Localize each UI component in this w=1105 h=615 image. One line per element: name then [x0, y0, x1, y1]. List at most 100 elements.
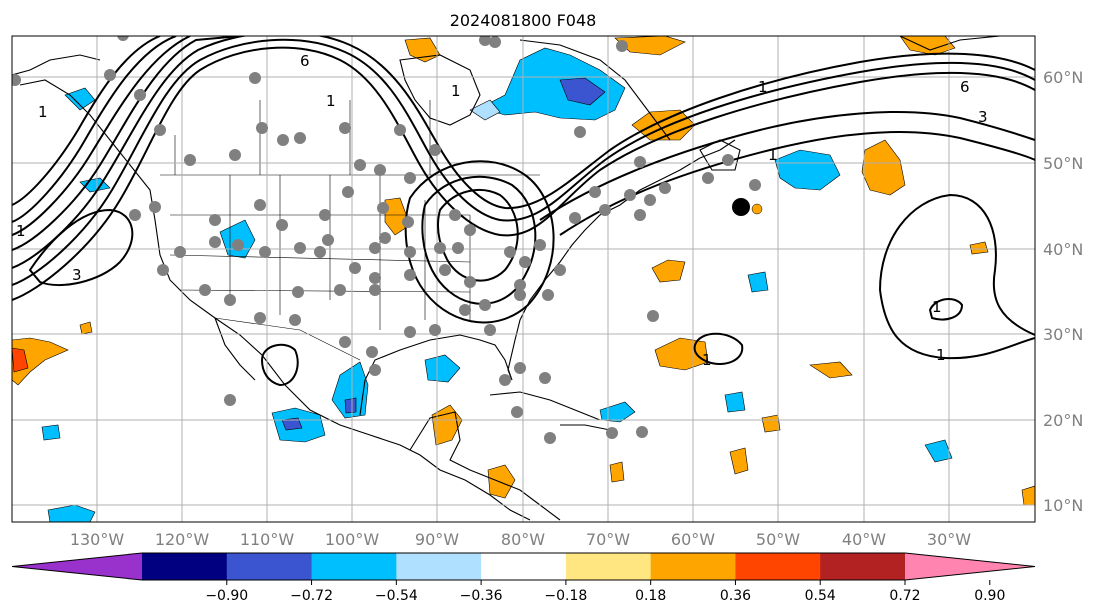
station-dot — [634, 156, 646, 168]
station-dot — [439, 264, 451, 276]
anomaly-atl-orange7 — [969, 241, 989, 255]
station-dot — [184, 154, 196, 166]
station-dot — [504, 246, 516, 258]
colorbar-swatch — [142, 553, 228, 580]
lat-label: 30°N — [1043, 325, 1083, 344]
station-dot — [349, 262, 361, 274]
anomaly-pacific-core — [281, 417, 303, 431]
station-dot — [149, 201, 161, 213]
anomaly-labrador-core — [559, 77, 606, 106]
station-dot — [369, 284, 381, 296]
station-dot — [12, 74, 21, 86]
anomaly-far-east — [1021, 485, 1035, 506]
station-dot — [209, 214, 221, 226]
colorbar-tick-label: −0.54 — [375, 588, 418, 604]
station-dot — [542, 289, 554, 301]
station-dot — [464, 224, 476, 236]
station-dot — [404, 326, 416, 338]
anomaly-atl-orange5 — [729, 447, 749, 475]
station-dot — [544, 432, 556, 444]
colorbar: −0.90 −0.72 −0.54 −0.36 −0.18 0.18 0.36 0.54 0.7… — [11, 552, 1036, 604]
station-dot — [339, 122, 351, 134]
colorbar-outline — [11, 552, 1036, 581]
lon-label: 130°W — [70, 530, 125, 549]
colorbar-tick-label: 0.54 — [805, 588, 836, 604]
anomaly-labrador-light — [469, 99, 501, 121]
anomaly-gulf-blue — [424, 354, 461, 383]
black-marker — [732, 198, 750, 216]
anomaly-atl-blue3 — [724, 391, 746, 413]
contours — [12, 36, 1035, 387]
station-dot — [292, 286, 304, 298]
station-dot — [404, 269, 416, 281]
station-dot — [606, 427, 618, 439]
station-dot — [229, 149, 241, 161]
station-dot — [659, 182, 671, 194]
contour-label: 1 — [702, 351, 712, 369]
anomaly-atl-blue4 — [599, 401, 636, 423]
station-dot — [404, 172, 416, 184]
contour-label: 1 — [758, 78, 768, 96]
lon-label: 50°W — [756, 530, 800, 549]
anomaly-yucatan — [431, 404, 463, 446]
colorbar-swatch — [226, 553, 313, 580]
station-dot — [369, 272, 381, 284]
station-dot — [354, 159, 366, 171]
station-dot — [377, 202, 389, 214]
contour-label: 1 — [16, 222, 26, 240]
station-dot — [449, 209, 461, 221]
colorbar-swatch — [565, 553, 652, 580]
station-dot — [254, 312, 266, 324]
station-dot — [644, 194, 656, 206]
lon-label: 40°W — [842, 530, 886, 549]
contour-label: 6 — [300, 52, 310, 70]
station-dot — [554, 264, 566, 276]
anomaly-atl-orange3 — [809, 361, 853, 379]
anomaly-north-atlantic — [861, 139, 906, 196]
station-dot — [479, 36, 491, 46]
station-dot — [256, 122, 268, 134]
station-dot — [394, 124, 406, 136]
anomaly-atlantic-blue — [774, 149, 841, 191]
anomaly-central-america — [487, 464, 516, 499]
station-dot — [254, 199, 266, 211]
station-dot — [224, 294, 236, 306]
station-dot — [104, 69, 116, 81]
station-dot — [369, 364, 381, 376]
orange-marker — [751, 203, 763, 215]
station-dot — [539, 372, 551, 384]
contour-label: 1 — [451, 82, 461, 100]
station-dot — [534, 239, 546, 251]
station-dot — [702, 172, 714, 184]
station-dot — [174, 246, 186, 258]
lon-label: 110°W — [240, 530, 295, 549]
lat-label: 60°N — [1043, 68, 1083, 87]
lon-label: 80°W — [501, 530, 545, 549]
station-dot — [259, 246, 271, 258]
colorbar-tick-label: 0.90 — [974, 588, 1005, 604]
station-dot — [459, 304, 471, 316]
anomaly-east-pacific-orange2 — [79, 321, 93, 335]
contour-label: 3 — [978, 108, 988, 126]
lon-label: 30°W — [927, 530, 971, 549]
lon-labels: 130°W 120°W 110°W 100°W 90°W 80°W 70°W 6… — [70, 530, 971, 549]
station-dot — [499, 374, 511, 386]
station-dots — [12, 36, 761, 444]
colorbar-tick-label: −0.18 — [544, 588, 587, 604]
lat-label: 20°N — [1043, 411, 1083, 430]
colorbar-swatch — [735, 553, 821, 580]
contour-label: 1 — [326, 92, 336, 110]
station-dot — [574, 126, 586, 138]
anomaly-mexico-blue — [331, 361, 369, 419]
anomaly-atl-blue2 — [747, 271, 769, 293]
station-dot — [514, 362, 526, 374]
colorbar-tick-label: 0.72 — [889, 588, 920, 604]
station-dot — [154, 124, 166, 136]
anomaly-atl-orange6 — [609, 461, 625, 483]
station-dot — [429, 324, 441, 336]
station-dot — [464, 276, 476, 288]
station-dot — [429, 144, 441, 156]
lon-label: 70°W — [586, 530, 630, 549]
map-title: 2024081800 F048 — [450, 11, 597, 30]
lat-label: 10°N — [1043, 496, 1083, 515]
